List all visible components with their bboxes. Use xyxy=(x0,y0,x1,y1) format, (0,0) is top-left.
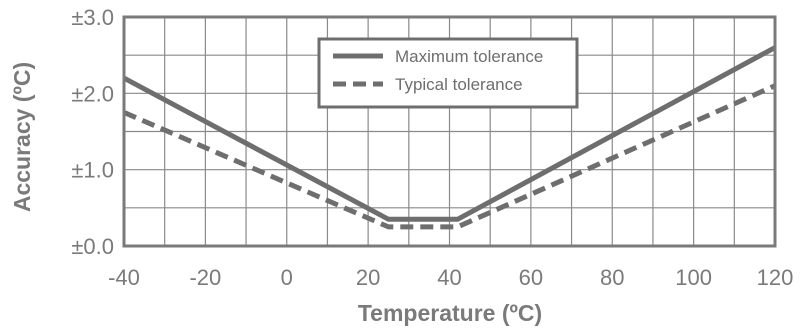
x-tick-label: 0 xyxy=(281,265,293,290)
x-tick-label: 80 xyxy=(600,265,624,290)
y-tick-labels: ±0.0 ±1.0 ±2.0 ±3.0 xyxy=(71,5,114,259)
series-line-typical-tolerance xyxy=(123,83,777,230)
legend: Maximum tolerance Typical tolerance xyxy=(317,37,579,109)
y-tick-label: ±1.0 xyxy=(71,158,114,183)
x-tick-label: 20 xyxy=(356,265,380,290)
plot-frame xyxy=(122,15,777,248)
legend-box xyxy=(317,37,579,109)
series-line-maximum-tolerance xyxy=(122,45,777,222)
y-tick-label: ±3.0 xyxy=(71,5,114,30)
legend-label-typical-tolerance: Typical tolerance xyxy=(395,75,523,94)
x-axis-label: Temperature (ºC) xyxy=(358,300,542,326)
legend-label-maximum-tolerance: Maximum tolerance xyxy=(395,47,543,66)
x-tick-label: -40 xyxy=(108,265,140,290)
y-tick-label: ±2.0 xyxy=(71,81,114,106)
series-layer xyxy=(122,45,777,230)
y-tick-label: ±0.0 xyxy=(71,234,114,259)
x-tick-labels: -40 -20 0 20 40 60 80 100 120 xyxy=(108,265,793,290)
y-axis-label: Accuracy (ºC) xyxy=(9,62,35,212)
x-tick-label: 120 xyxy=(757,265,794,290)
x-tick-label: 100 xyxy=(675,265,712,290)
x-tick-label: -20 xyxy=(189,265,221,290)
x-tick-label: 60 xyxy=(519,265,543,290)
x-tick-label: 40 xyxy=(437,265,461,290)
